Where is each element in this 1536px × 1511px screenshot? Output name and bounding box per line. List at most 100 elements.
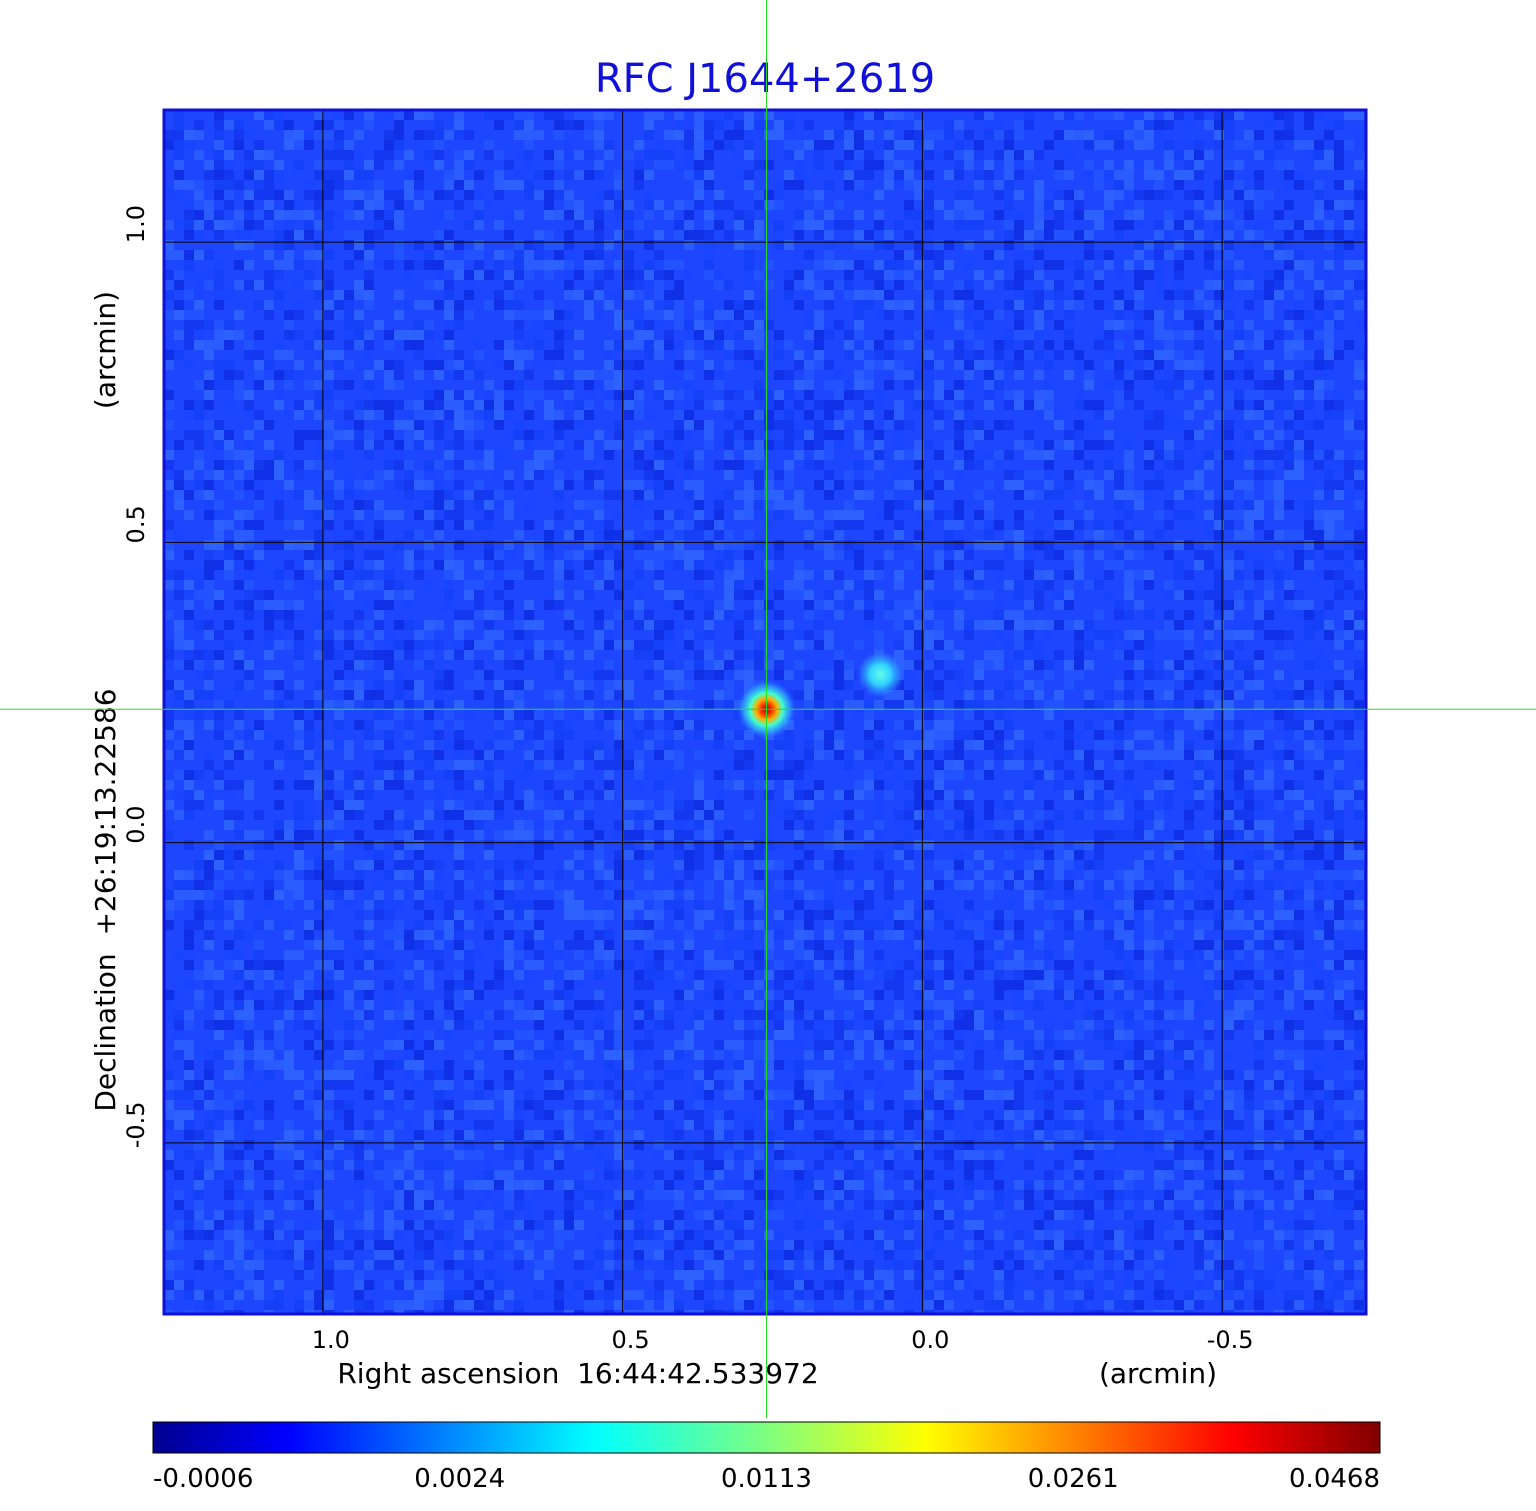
- noise-pixel: [674, 830, 684, 840]
- noise-pixel: [734, 620, 744, 630]
- noise-pixel: [404, 590, 414, 600]
- noise-pixel: [284, 140, 294, 150]
- noise-pixel: [1034, 570, 1044, 580]
- noise-pixel: [494, 730, 504, 740]
- noise-pixel: [474, 610, 484, 620]
- noise-pixel: [564, 530, 574, 540]
- noise-pixel: [654, 290, 664, 300]
- noise-pixel: [1294, 340, 1304, 350]
- noise-pixel: [1014, 580, 1024, 590]
- noise-pixel: [1164, 190, 1174, 200]
- noise-pixel: [544, 420, 554, 430]
- noise-pixel: [444, 210, 454, 220]
- noise-pixel: [654, 660, 664, 670]
- noise-pixel: [1314, 300, 1324, 310]
- noise-pixel: [454, 360, 464, 370]
- noise-pixel: [634, 140, 644, 150]
- noise-pixel: [804, 210, 814, 220]
- noise-pixel: [1334, 710, 1344, 720]
- noise-pixel: [1044, 450, 1054, 460]
- noise-pixel: [544, 210, 554, 220]
- noise-pixel: [244, 150, 254, 160]
- noise-pixel: [304, 800, 314, 810]
- noise-pixel: [1224, 810, 1234, 820]
- noise-pixel: [474, 640, 484, 650]
- noise-pixel: [814, 670, 824, 680]
- noise-pixel: [1114, 650, 1124, 660]
- noise-pixel: [764, 160, 774, 170]
- noise-pixel: [1194, 460, 1204, 470]
- noise-pixel: [1084, 480, 1094, 490]
- noise-pixel: [274, 270, 284, 280]
- noise-pixel: [1004, 820, 1014, 830]
- noise-pixel: [194, 230, 204, 240]
- noise-pixel: [304, 220, 314, 230]
- noise-pixel: [1184, 310, 1194, 320]
- noise-pixel: [984, 480, 994, 490]
- noise-pixel: [944, 410, 954, 420]
- noise-pixel: [504, 470, 514, 480]
- noise-pixel: [804, 540, 814, 550]
- noise-pixel: [1004, 480, 1014, 490]
- noise-pixel: [314, 590, 324, 600]
- noise-pixel: [1304, 560, 1314, 570]
- noise-pixel: [1014, 520, 1024, 530]
- noise-pixel: [424, 750, 434, 760]
- noise-pixel: [844, 500, 854, 510]
- noise-pixel: [704, 180, 714, 190]
- noise-pixel: [184, 260, 194, 270]
- noise-pixel: [884, 500, 894, 510]
- noise-pixel: [1184, 120, 1194, 130]
- noise-pixel: [904, 420, 914, 430]
- noise-pixel: [1124, 770, 1134, 780]
- noise-pixel: [204, 560, 214, 570]
- noise-pixel: [634, 450, 644, 460]
- noise-pixel: [584, 680, 594, 690]
- noise-pixel: [714, 830, 724, 840]
- noise-pixel: [1114, 520, 1124, 530]
- noise-pixel: [944, 640, 954, 650]
- noise-pixel: [354, 180, 364, 190]
- noise-pixel: [724, 700, 734, 710]
- noise-pixel: [174, 110, 184, 120]
- noise-pixel: [714, 770, 724, 780]
- noise-pixel: [434, 410, 444, 420]
- noise-pixel: [634, 480, 644, 490]
- noise-pixel: [424, 740, 434, 750]
- noise-pixel: [794, 570, 804, 580]
- noise-pixel: [574, 220, 584, 230]
- noise-pixel: [1224, 630, 1234, 640]
- noise-pixel: [504, 790, 514, 800]
- noise-pixel: [174, 270, 184, 280]
- noise-pixel: [794, 560, 804, 570]
- noise-pixel: [1064, 470, 1074, 480]
- noise-pixel: [1314, 330, 1324, 340]
- noise-pixel: [1004, 210, 1014, 220]
- noise-pixel: [574, 110, 584, 120]
- noise-pixel: [364, 250, 374, 260]
- noise-pixel: [494, 190, 504, 200]
- noise-pixel: [784, 460, 794, 470]
- noise-pixel: [1334, 510, 1344, 520]
- noise-pixel: [834, 820, 844, 830]
- noise-pixel: [774, 510, 784, 520]
- noise-pixel: [1344, 110, 1354, 120]
- noise-pixel: [524, 480, 534, 490]
- noise-pixel: [1234, 810, 1244, 820]
- noise-pixel: [864, 750, 874, 760]
- noise-pixel: [694, 790, 704, 800]
- noise-pixel: [1034, 270, 1044, 280]
- noise-pixel: [214, 460, 224, 470]
- noise-pixel: [1064, 480, 1074, 490]
- noise-pixel: [494, 800, 504, 810]
- noise-pixel: [224, 640, 234, 650]
- noise-pixel: [924, 690, 934, 700]
- noise-pixel: [1004, 850, 1014, 860]
- noise-pixel: [1014, 300, 1024, 310]
- noise-pixel: [924, 150, 934, 160]
- noise-pixel: [844, 110, 854, 120]
- noise-pixel: [1184, 230, 1194, 240]
- noise-pixel: [844, 550, 854, 560]
- noise-pixel: [784, 280, 794, 290]
- noise-pixel: [884, 360, 894, 370]
